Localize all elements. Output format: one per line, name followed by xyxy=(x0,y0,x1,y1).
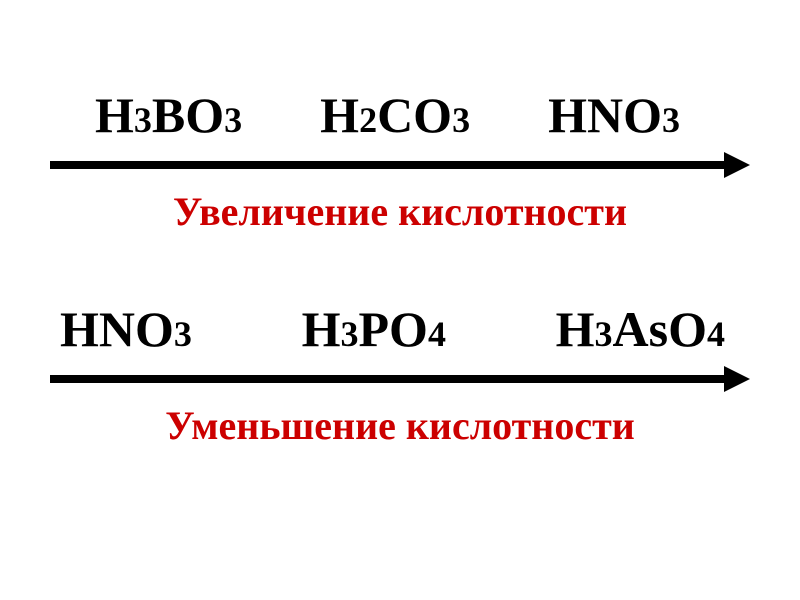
arrowhead-icon xyxy=(724,366,750,392)
arrow-right-2 xyxy=(50,366,750,392)
formula-part: H xyxy=(302,300,341,358)
formula-part: HNO xyxy=(60,300,174,358)
formula-part: CO xyxy=(377,86,452,144)
formula-part: H xyxy=(320,86,359,144)
formula-hno3-2: HNO3 xyxy=(60,300,192,358)
arrow-line xyxy=(50,161,726,169)
arrow-right-1 xyxy=(50,152,750,178)
formula-part: BO xyxy=(152,86,224,144)
formula-hno3: HNO3 xyxy=(548,86,680,144)
formula-part: HNO xyxy=(548,86,662,144)
formula-h3po4: H3PO4 xyxy=(302,300,446,358)
caption-increase: Увеличение кислотности xyxy=(50,188,750,235)
formula-part: PO xyxy=(359,300,428,358)
formula-row-2: HNO3 H3PO4 H3AsO4 xyxy=(50,300,750,366)
caption-decrease: Уменьшение кислотности xyxy=(50,402,750,449)
diagram-increase-acidity: H3BO3 H2CO3 HNO3 Увеличение кислотности xyxy=(50,86,750,235)
formula-h2co3: H2CO3 xyxy=(320,86,470,144)
formula-h3aso4: H3AsO4 xyxy=(556,300,725,358)
formula-part: H xyxy=(95,86,134,144)
arrow-line xyxy=(50,375,726,383)
formula-part: AsO xyxy=(613,300,707,358)
arrowhead-icon xyxy=(724,152,750,178)
formula-h3bo3: H3BO3 xyxy=(95,86,242,144)
diagram-decrease-acidity: HNO3 H3PO4 H3AsO4 Уменьшение кислотности xyxy=(50,300,750,449)
formula-part: H xyxy=(556,300,595,358)
formula-row-1: H3BO3 H2CO3 HNO3 xyxy=(50,86,750,152)
